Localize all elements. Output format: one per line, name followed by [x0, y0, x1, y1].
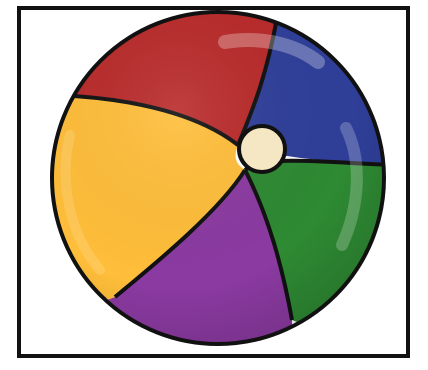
- highlight-right: [336, 122, 363, 251]
- center-cap: [237, 124, 287, 174]
- ball-shading: [52, 12, 384, 344]
- highlight-left-rim: [60, 130, 105, 275]
- beach-ball: [52, 12, 384, 344]
- ball-outline: [50, 10, 386, 346]
- highlight-top: [218, 33, 325, 69]
